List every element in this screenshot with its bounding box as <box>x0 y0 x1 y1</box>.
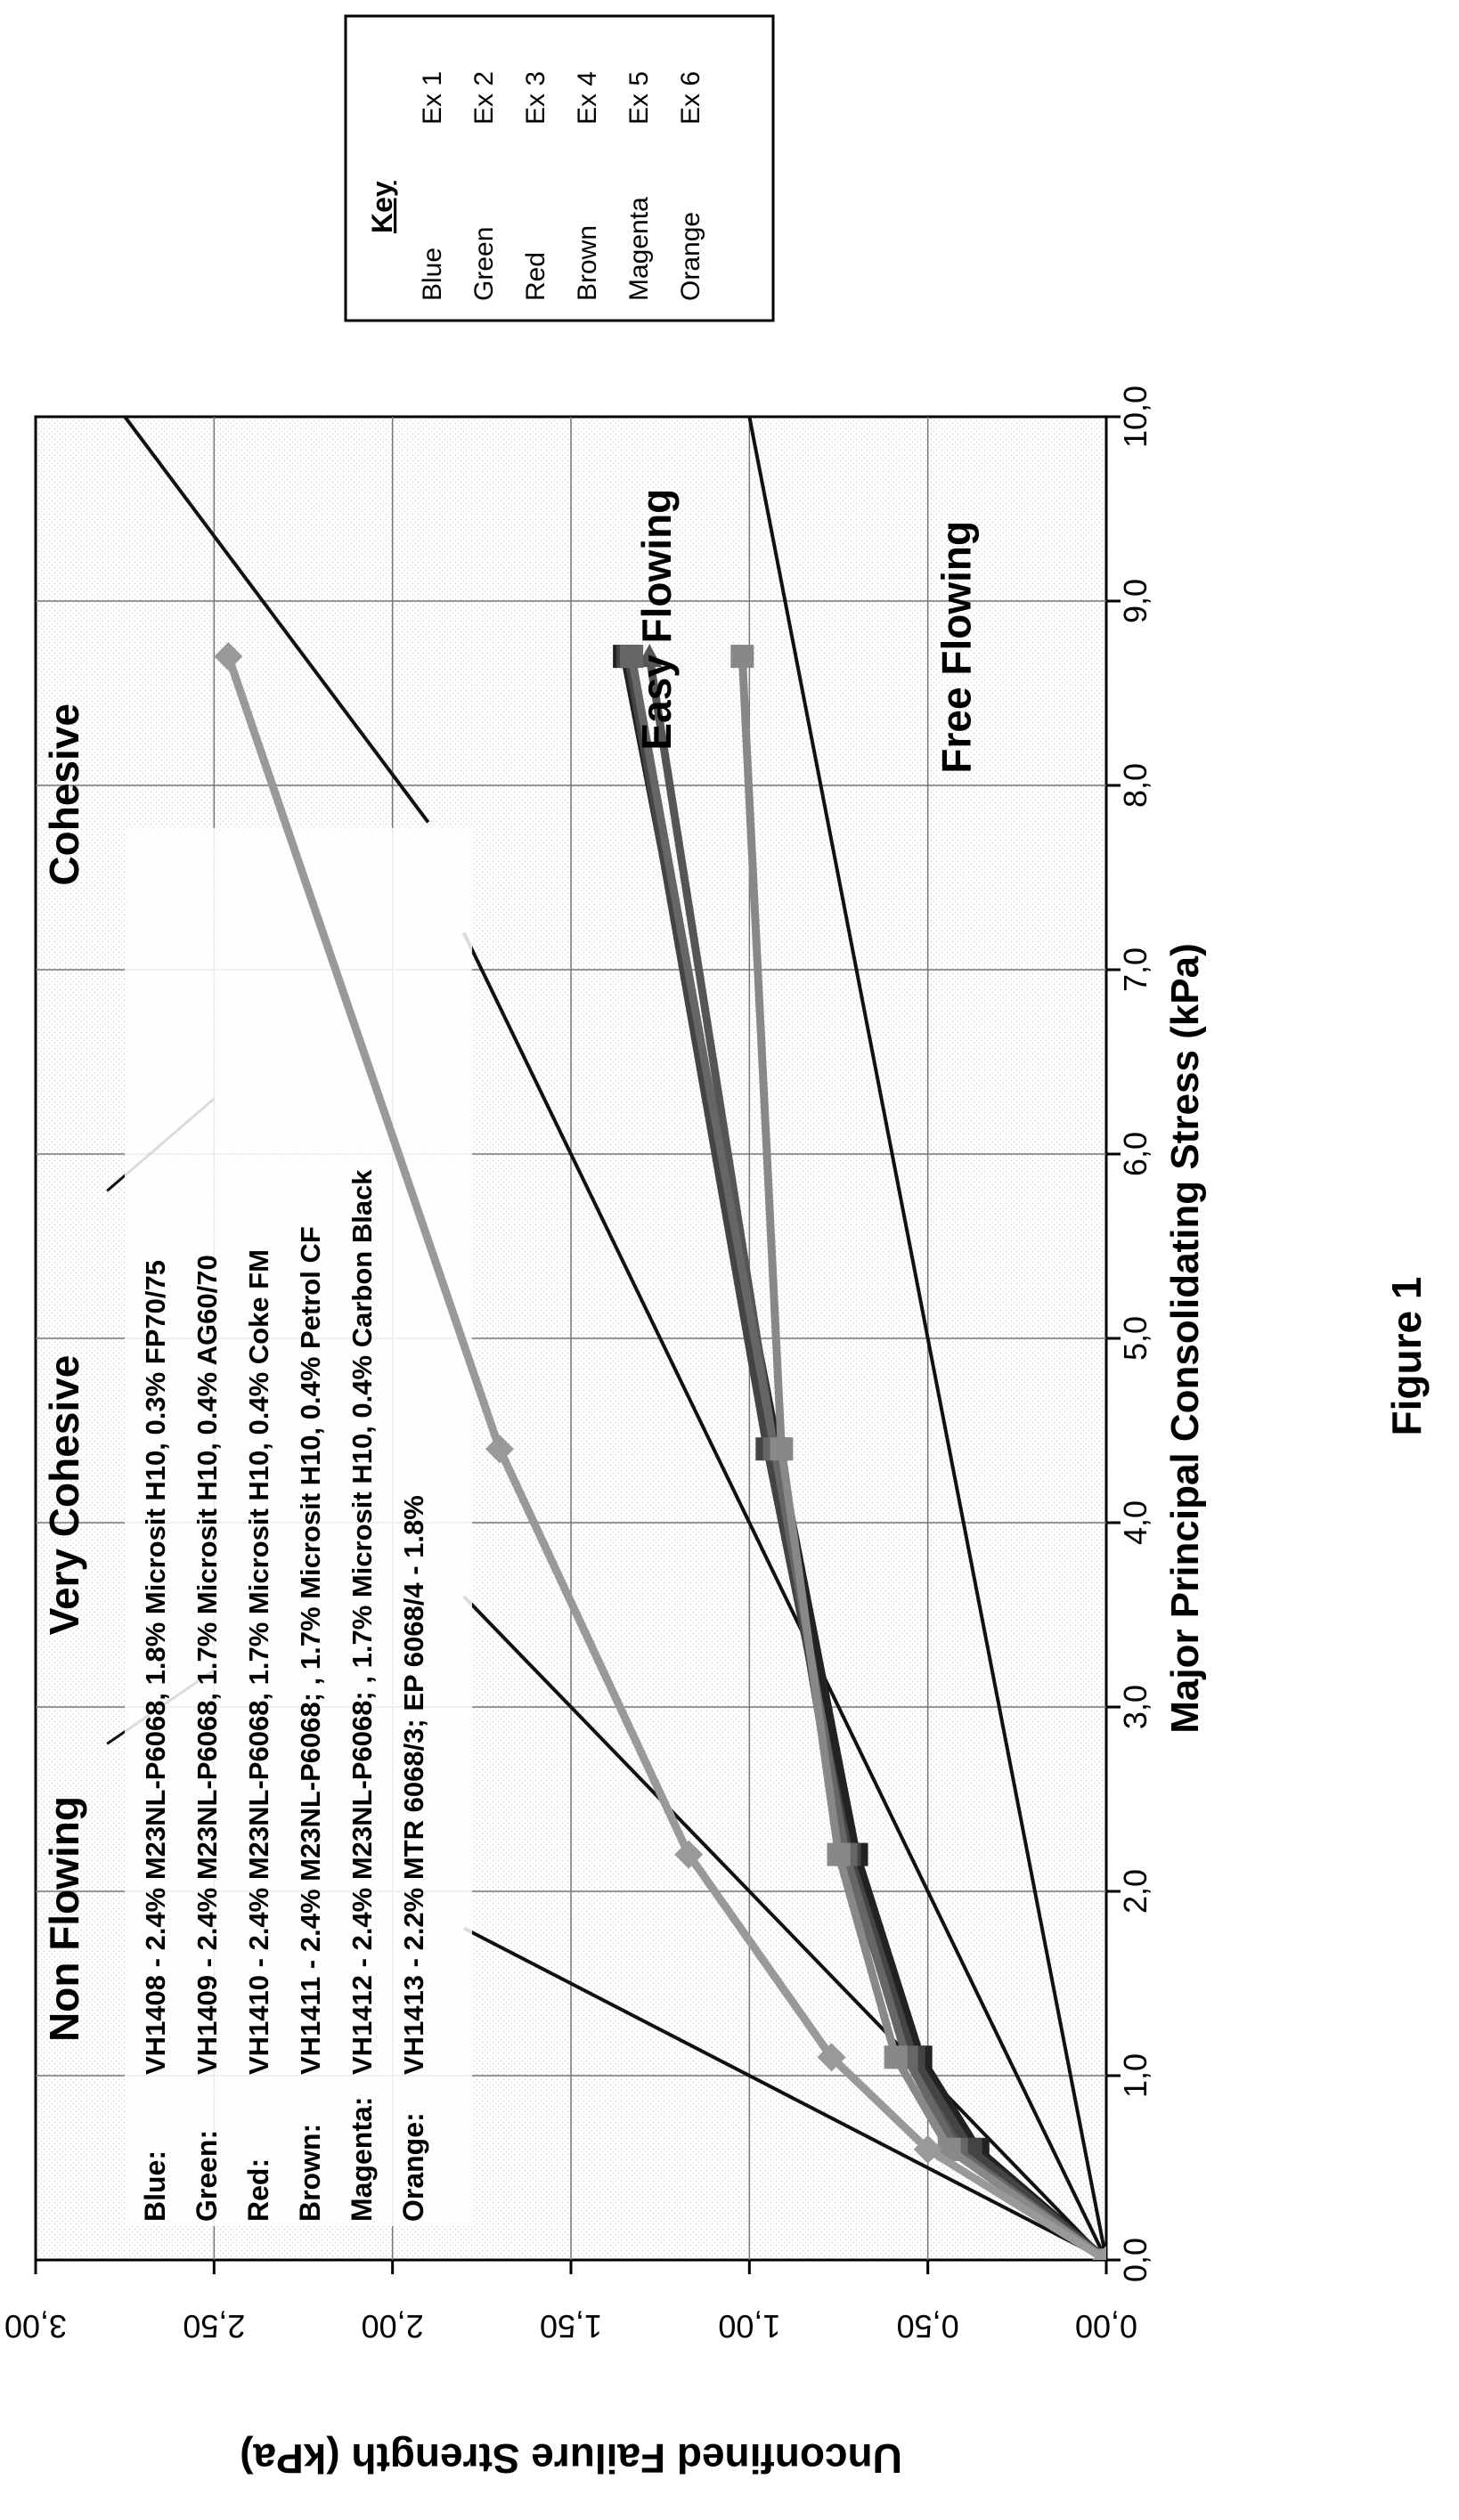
legend-color-name: Red: <box>242 2158 274 2222</box>
y-tick-label: 1,00 <box>718 2308 780 2345</box>
data-point <box>827 1842 851 1866</box>
legend-description: VH1413 - 2.2% MTR 6068/3; EP 6068/4 - 1.… <box>398 1495 429 2075</box>
flow-boundary-line <box>462 1595 1106 2260</box>
figure-caption: Figure 1 <box>1383 1277 1430 1436</box>
legend-color-name: Green: <box>191 2130 223 2222</box>
data-point <box>620 645 644 669</box>
key-color-name: Green <box>469 227 499 301</box>
region-label: Easy Flowing <box>633 489 680 751</box>
composition-legend: Blue: VH1408 - 2.4% M23NL-P6068, 1.8% Mic… <box>139 1169 429 2222</box>
series-line <box>738 655 1106 2260</box>
key-box <box>344 14 775 322</box>
key-example-name: Ex 2 <box>469 71 499 125</box>
y-tick-label: 3,00 <box>4 2308 67 2345</box>
data-point <box>913 2134 942 2164</box>
legend-color-name: Magenta: <box>346 2097 378 2222</box>
x-tick-label: 0,0 <box>1117 2238 1153 2282</box>
x-tick-label: 9,0 <box>1117 579 1153 623</box>
x-tick-label: 10,0 <box>1117 386 1153 448</box>
y-tick-label: 0,50 <box>897 2308 959 2345</box>
region-label: Very Cohesive <box>41 1355 87 1636</box>
y-tick-label: 2,50 <box>183 2308 245 2345</box>
region-label: Non Flowing <box>41 1796 87 2042</box>
data-point <box>485 1435 514 1464</box>
flow-boundary-line <box>462 1926 1106 2260</box>
flow-boundary-line <box>461 931 1106 2260</box>
data-point <box>214 642 243 671</box>
axes: 0,0 1,0 2,0 3,0 4,0 5,0 6,0 7,0 8,0 9,0 10,0 0,00 0,… <box>4 386 1153 2345</box>
series-line <box>624 655 1106 2260</box>
data-point <box>884 2045 908 2069</box>
legend-color-name: Brown: <box>294 2124 326 2222</box>
key-title: Key <box>366 181 398 233</box>
key-example-name: Ex 1 <box>418 71 447 125</box>
key-example-name: Ex 3 <box>521 71 550 125</box>
key-color-name: Blue <box>418 248 447 301</box>
data-point <box>1092 2246 1106 2260</box>
x-tick-label: 1,0 <box>1117 2053 1153 2098</box>
y-tick-label: 0,00 <box>1075 2308 1137 2345</box>
data-point <box>730 645 754 669</box>
key-color-name: Orange <box>676 212 705 301</box>
key-example-name: Ex 4 <box>573 71 602 125</box>
legend-description: VH1410 - 2.4% M23NL-P6068, 1.7% Microsit… <box>243 1249 274 2075</box>
region-label: Cohesive <box>41 703 87 886</box>
x-tick-label: 8,0 <box>1117 763 1153 808</box>
data-point <box>817 2043 846 2072</box>
x-tick-label: 7,0 <box>1117 947 1153 992</box>
legend-description: VH1409 - 2.4% M23NL-P6068, 1.7% Microsit… <box>192 1255 223 2075</box>
key-color-name: Magenta <box>624 197 654 301</box>
y-tick-label: 1,50 <box>540 2308 602 2345</box>
data-point <box>637 644 663 668</box>
x-tick-label: 2,0 <box>1117 1869 1153 1914</box>
series-line <box>224 654 1106 2260</box>
region-label: Free Flowing <box>933 521 980 774</box>
key-color-name: Red <box>521 252 550 301</box>
y-tick-label: 2,00 <box>362 2308 424 2345</box>
key: Key Blue Ex 1 Green Ex 2 Red Ex 3 Brown Ex 4 Mage… <box>366 71 705 301</box>
legend-color-name: Blue: <box>139 2150 171 2222</box>
flow-boundary-line <box>747 417 1106 2260</box>
legend-color-name: Orange: <box>397 2112 429 2222</box>
legend-description: VH1408 - 2.4% M23NL-P6068, 1.8% Microsit… <box>140 1260 171 2075</box>
composition-legend-box <box>125 828 472 2226</box>
x-tick-label: 6,0 <box>1117 1132 1153 1176</box>
data-point <box>674 1840 704 1869</box>
key-color-name: Brown <box>573 225 602 301</box>
key-example-name: Ex 5 <box>624 71 654 125</box>
legend-description: VH1411 - 2.4% M23NL-P6068; , 1.7% Micros… <box>295 1226 326 2075</box>
x-tick-label: 3,0 <box>1117 1685 1153 1729</box>
data-point <box>770 1437 794 1461</box>
data-series <box>214 642 1106 2260</box>
region-labels: Non Flowing Very Cohesive Cohesive Easy Flo… <box>41 489 980 2042</box>
x-axis-title: Major Principal Consolidating Stress (kP… <box>1163 943 1207 1734</box>
legend-description: VH1412 - 2.4% M23NL-P6068; , 1.7% Micros… <box>346 1169 378 2075</box>
y-axis-title: Unconfined Failure Strength (kPa) <box>240 2435 902 2482</box>
x-tick-label: 5,0 <box>1117 1316 1153 1361</box>
x-tick-label: 4,0 <box>1117 1500 1153 1545</box>
flow-boundary-line <box>123 417 430 824</box>
key-example-name: Ex 6 <box>676 71 705 125</box>
